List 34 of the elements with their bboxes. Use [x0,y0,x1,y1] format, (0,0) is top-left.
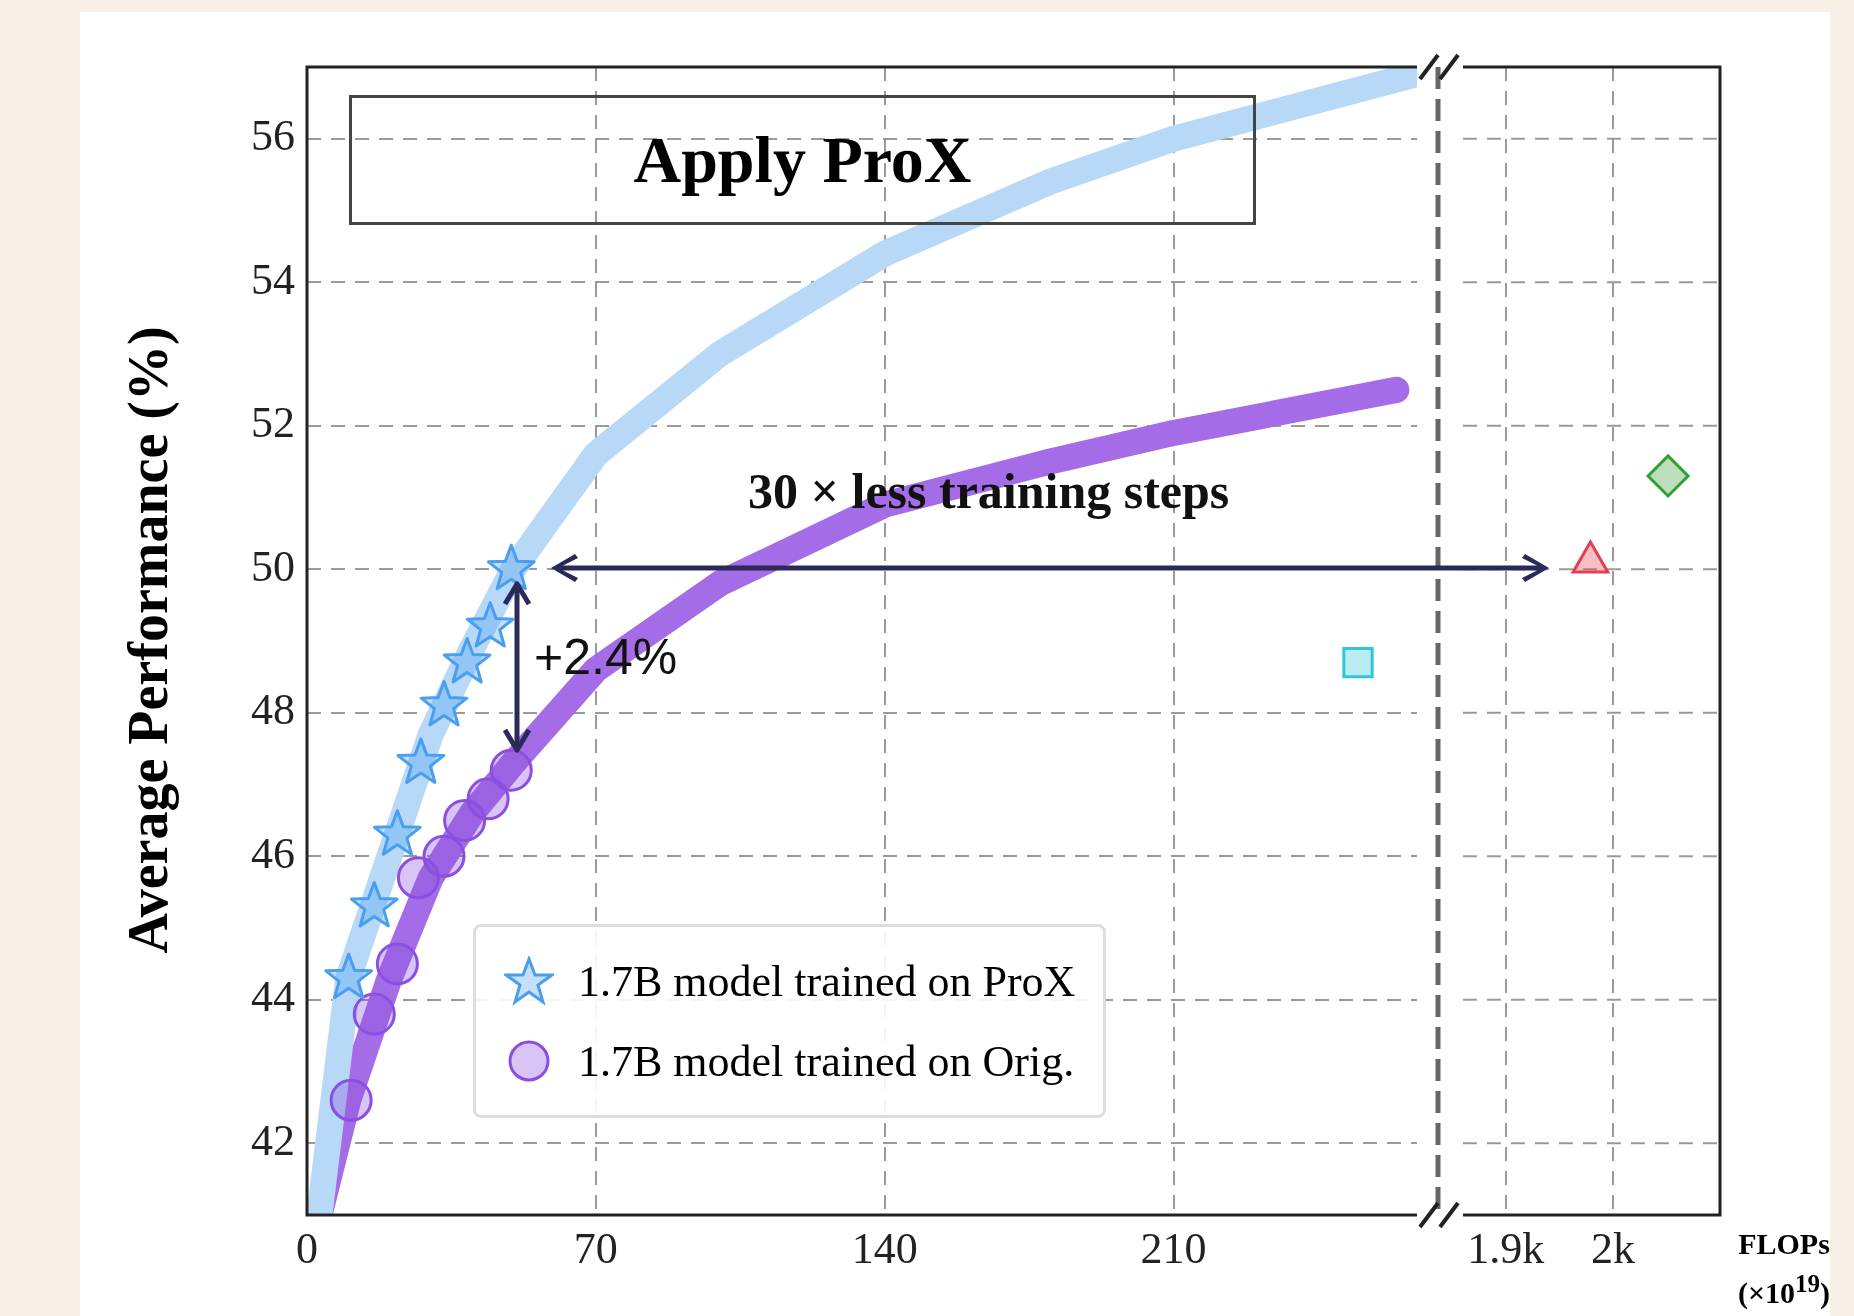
y-tick-label: 56 [251,111,295,161]
point [422,834,466,878]
legend-label: 1.7B model trained on Orig. [577,1035,1076,1088]
point [442,637,492,684]
point [329,1078,373,1122]
point [466,777,510,821]
x-tick-label: 0 [296,1223,318,1273]
point [349,880,399,928]
y-axis-title: Average Performance (%) [116,326,180,954]
y-tick-label: 44 [251,972,295,1022]
x-tick-label: 1.9k [1467,1223,1545,1273]
y-tick-label: 42 [251,1115,295,1165]
x-tick-label: 140 [851,1223,918,1273]
y-tick-label: 46 [251,828,295,878]
point [489,748,533,792]
point [375,942,419,986]
x-tick-label: 70 [573,1223,618,1273]
point [1342,646,1374,679]
y-tick-label: 48 [251,685,295,735]
text: Apply ProX [349,95,1256,225]
y-tick-label: 54 [251,254,295,304]
x-axis-title: FLOPs (×10$^{19}$) [1736,1226,1832,1311]
point [373,809,422,856]
point [419,680,469,727]
point [324,952,373,1000]
y-tick-label: 52 [251,398,295,448]
point [352,992,396,1036]
point [465,601,515,648]
legend-label: 1.7B model trained on ProX [577,955,1076,1008]
y-tick-label: 50 [251,541,295,591]
point [486,543,536,591]
x-tick-label: 210 [1140,1223,1207,1273]
point [396,737,446,784]
x-tick-label: 2k [1590,1223,1635,1273]
